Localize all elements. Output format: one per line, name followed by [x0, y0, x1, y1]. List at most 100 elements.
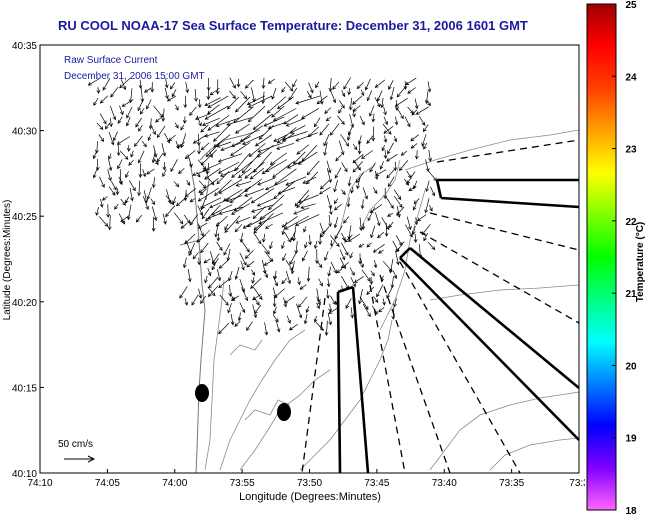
current-vector	[187, 268, 192, 283]
current-vector	[200, 142, 210, 151]
current-vector	[119, 78, 130, 89]
current-vector	[162, 213, 167, 225]
current-vector	[326, 160, 332, 174]
current-vector	[349, 252, 353, 259]
current-vector	[383, 126, 394, 134]
current-vector	[129, 187, 134, 202]
current-vector	[323, 142, 328, 156]
current-date-label: December 31, 2006 15:00 GMT	[64, 71, 205, 82]
current-vector	[428, 149, 433, 162]
current-vector	[414, 98, 419, 110]
colorbar-tick-label: 18	[625, 506, 637, 517]
current-vector	[341, 232, 346, 242]
current-vector	[298, 194, 319, 204]
y-tick-label: 40:15	[12, 383, 37, 394]
current-vector	[316, 95, 328, 105]
current-vector	[135, 214, 142, 223]
current-vector	[150, 124, 156, 136]
current-vector	[337, 115, 345, 125]
current-vector	[319, 90, 324, 105]
current-vector	[357, 140, 362, 155]
current-vector	[250, 204, 273, 213]
current-vector	[383, 149, 388, 160]
current-vector	[308, 234, 312, 246]
current-vector	[266, 96, 287, 114]
current-vector	[306, 266, 311, 282]
current-vector	[338, 140, 345, 156]
current-vector	[323, 133, 330, 147]
current-vector	[178, 167, 185, 175]
current-vector	[98, 216, 109, 227]
current-vector	[422, 124, 429, 133]
current-vector	[214, 179, 232, 197]
current-vector	[386, 168, 396, 179]
current-vector	[320, 226, 330, 238]
current-vector	[325, 116, 332, 122]
current-vector	[329, 123, 340, 136]
current-vector	[108, 153, 112, 160]
current-vector	[110, 86, 119, 98]
current-vector	[347, 233, 361, 242]
current-vector	[353, 159, 361, 171]
current-vector	[326, 195, 333, 210]
y-tick-labels: 40:35 40:30 40:25 40:20 40:15 40:10	[12, 41, 44, 480]
current-vector	[182, 257, 187, 269]
x-tick-label: 73:35	[499, 478, 524, 489]
current-vector	[428, 205, 433, 212]
current-vector	[406, 170, 412, 179]
current-vector	[197, 222, 208, 229]
current-vector	[328, 206, 333, 216]
current-vector	[423, 232, 429, 242]
current-vector	[275, 320, 281, 333]
current-vector	[349, 267, 355, 276]
current-vector	[340, 134, 350, 147]
current-vector	[366, 242, 372, 248]
current-vector	[376, 90, 383, 102]
current-vector	[396, 107, 404, 120]
current-vector	[324, 320, 329, 336]
current-vector	[289, 125, 306, 134]
colorbar-tick-label: 24	[625, 72, 637, 83]
current-vector	[379, 161, 384, 170]
current-vector	[425, 180, 430, 193]
current-vector	[229, 186, 251, 204]
current-vector	[395, 241, 405, 253]
current-vector	[338, 107, 343, 114]
current-vector	[139, 108, 145, 115]
current-vector	[162, 169, 167, 178]
current-vector	[256, 197, 275, 207]
current-vector	[115, 188, 120, 196]
current-vector	[341, 189, 346, 196]
current-vector	[263, 116, 285, 127]
bathymetry-contour-line	[489, 437, 580, 471]
current-vector	[362, 187, 368, 200]
current-vector	[180, 124, 185, 131]
coastline	[179, 129, 261, 474]
current-vector	[125, 171, 129, 179]
current-vector	[238, 167, 252, 179]
current-vector	[226, 248, 231, 262]
current-vector	[357, 135, 362, 145]
current-vector	[226, 96, 240, 110]
current-vector	[307, 126, 320, 138]
current-vector	[348, 97, 353, 111]
current-vector	[272, 275, 278, 287]
current-vector	[104, 122, 111, 130]
current-vector	[378, 307, 385, 313]
current-vector	[141, 140, 147, 148]
current-vector	[389, 87, 395, 101]
current-vector	[334, 167, 342, 179]
current-vector	[418, 116, 426, 126]
current-vector	[366, 135, 374, 144]
current-vector	[206, 89, 211, 101]
current-vector	[306, 160, 320, 176]
current-vector	[285, 176, 307, 186]
current-vector	[294, 214, 320, 226]
current-vector	[109, 105, 117, 121]
current-vector	[343, 216, 350, 224]
bathymetry-contours	[204, 129, 580, 471]
current-vector	[196, 234, 207, 243]
current-vector	[165, 195, 174, 206]
current-vector	[269, 152, 288, 166]
current-vector	[290, 230, 296, 241]
